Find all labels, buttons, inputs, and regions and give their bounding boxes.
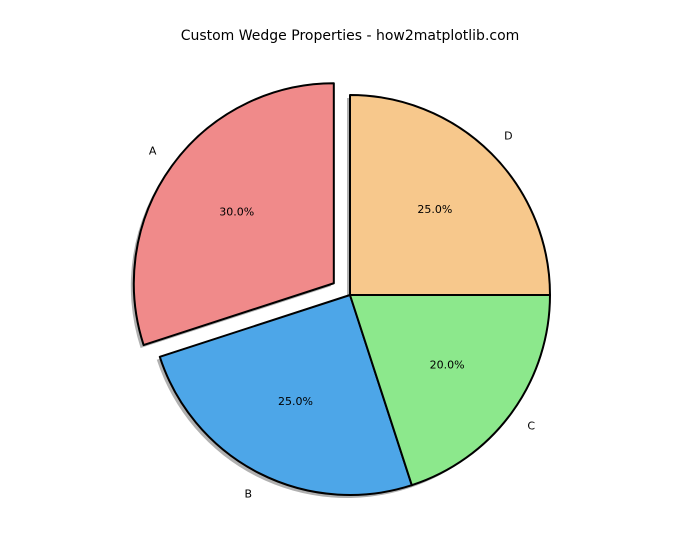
pct-label-d: 25.0% bbox=[417, 203, 452, 216]
cat-label-b: B bbox=[245, 488, 253, 501]
pct-label-a: 30.0% bbox=[219, 206, 254, 219]
wedge-d bbox=[350, 95, 550, 295]
pct-label-c: 20.0% bbox=[430, 359, 465, 372]
pct-label-b: 25.0% bbox=[278, 395, 313, 408]
cat-label-a: A bbox=[149, 145, 157, 158]
pie-wedges bbox=[134, 83, 550, 495]
pie-svg: 30.0% A 25.0% B 20.0% C 25.0% D bbox=[0, 0, 700, 560]
cat-label-d: D bbox=[504, 130, 512, 143]
cat-label-c: C bbox=[527, 420, 535, 433]
pie-chart: Custom Wedge Properties - how2matplotlib… bbox=[0, 0, 700, 560]
